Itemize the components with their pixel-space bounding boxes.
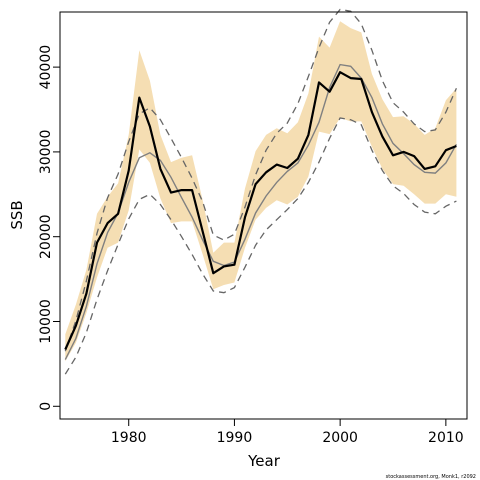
x-tick-label: 2010 xyxy=(428,430,464,446)
y-tick-label: 30000 xyxy=(38,130,54,175)
alternative-lower-bound-line xyxy=(64,117,457,375)
alternative-estimate-line xyxy=(64,63,458,360)
credit-text: stockassessment.org, Monk1, r2092 xyxy=(386,474,476,480)
plot-frame xyxy=(59,11,468,420)
y-tick-label: 20000 xyxy=(38,214,54,259)
plot-layer xyxy=(64,8,458,375)
y-tick-label: 40000 xyxy=(38,45,54,90)
y-tick-label: 0 xyxy=(38,402,54,411)
x-tick-label: 1990 xyxy=(217,430,253,446)
x-tick-label: 1980 xyxy=(111,430,147,446)
x-axis-title: Year xyxy=(247,452,281,470)
y-axis-title: SSB xyxy=(8,200,26,229)
y-tick-label: 10000 xyxy=(38,299,54,344)
x-axis: 1980 1990 2000 2010 xyxy=(111,419,464,446)
ssb-estimate-line xyxy=(64,71,457,350)
alternative-upper-bound-line xyxy=(64,8,457,352)
y-axis: 0 10000 20000 30000 40000 xyxy=(38,45,60,411)
confidence-band xyxy=(65,21,457,362)
x-tick-label: 2000 xyxy=(322,430,358,446)
